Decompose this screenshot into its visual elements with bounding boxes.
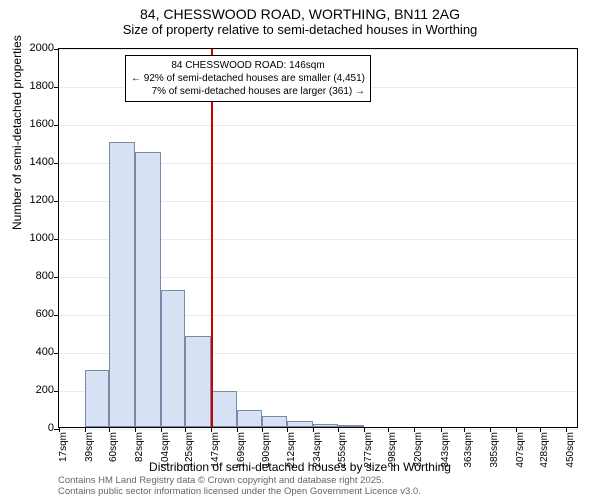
y-tick-mark: [54, 353, 59, 354]
y-tick-mark: [54, 87, 59, 88]
y-tick-label: 1400: [14, 156, 54, 168]
y-tick-label: 1600: [14, 118, 54, 130]
annotation-line2: ← 92% of semi-detached houses are smalle…: [131, 72, 365, 85]
y-tick-label: 1000: [14, 232, 54, 244]
histogram-bar: [109, 142, 135, 427]
x-tick-label: 385sqm: [489, 432, 500, 472]
y-tick-label: 200: [14, 384, 54, 396]
gridline: [59, 429, 577, 430]
x-tick-label: 190sqm: [261, 432, 272, 472]
x-tick-label: 234sqm: [312, 432, 323, 472]
gridline: [59, 125, 577, 126]
annotation-line1: 84 CHESSWOOD ROAD: 146sqm: [131, 59, 365, 72]
chart-title-line1: 84, CHESSWOOD ROAD, WORTHING, BN11 2AG: [0, 6, 600, 22]
plot-area: 84 CHESSWOOD ROAD: 146sqm ← 92% of semi-…: [58, 48, 578, 428]
marker-line: [211, 49, 213, 427]
y-tick-mark: [54, 239, 59, 240]
x-tick-label: 39sqm: [84, 432, 95, 472]
y-tick-mark: [54, 201, 59, 202]
annotation-line3: 7% of semi-detached houses are larger (3…: [131, 85, 365, 98]
x-tick-label: 104sqm: [160, 432, 171, 472]
x-tick-label: 277sqm: [363, 432, 374, 472]
histogram-bar: [237, 410, 262, 427]
y-tick-label: 600: [14, 308, 54, 320]
histogram-bar: [185, 336, 211, 427]
x-tick-label: 320sqm: [413, 432, 424, 472]
chart-footer: Contains HM Land Registry data © Crown c…: [58, 476, 421, 498]
gridline: [59, 49, 577, 50]
x-tick-label: 60sqm: [108, 432, 119, 472]
x-tick-label: 125sqm: [184, 432, 195, 472]
histogram-chart: 84, CHESSWOOD ROAD, WORTHING, BN11 2AG S…: [0, 0, 600, 500]
x-tick-label: 363sqm: [463, 432, 474, 472]
y-tick-mark: [54, 315, 59, 316]
histogram-bar: [338, 425, 364, 427]
histogram-bar: [287, 421, 313, 427]
x-tick-label: 17sqm: [58, 432, 69, 472]
x-tick-label: 407sqm: [515, 432, 526, 472]
histogram-bar: [262, 416, 288, 427]
histogram-bar: [161, 290, 186, 427]
y-tick-mark: [54, 163, 59, 164]
x-tick-label: 255sqm: [337, 432, 348, 472]
y-tick-mark: [54, 125, 59, 126]
chart-title-block: 84, CHESSWOOD ROAD, WORTHING, BN11 2AG S…: [0, 0, 600, 37]
x-tick-label: 298sqm: [387, 432, 398, 472]
y-tick-label: 800: [14, 270, 54, 282]
histogram-bar: [211, 391, 237, 427]
histogram-bar: [135, 152, 161, 428]
y-tick-label: 2000: [14, 42, 54, 54]
y-tick-label: 400: [14, 346, 54, 358]
y-tick-label: 1800: [14, 80, 54, 92]
x-tick-label: 450sqm: [565, 432, 576, 472]
x-tick-label: 147sqm: [210, 432, 221, 472]
y-tick-label: 1200: [14, 194, 54, 206]
y-tick-mark: [54, 391, 59, 392]
histogram-bar: [85, 370, 110, 427]
annotation-box: 84 CHESSWOOD ROAD: 146sqm ← 92% of semi-…: [125, 55, 371, 102]
chart-title-line2: Size of property relative to semi-detach…: [0, 22, 600, 37]
y-tick-label: 0: [14, 422, 54, 434]
footer-line2: Contains public sector information licen…: [58, 487, 421, 498]
x-tick-label: 169sqm: [236, 432, 247, 472]
x-tick-label: 428sqm: [539, 432, 550, 472]
histogram-bar: [313, 424, 338, 427]
x-tick-label: 82sqm: [134, 432, 145, 472]
x-tick-label: 212sqm: [286, 432, 297, 472]
x-tick-label: 343sqm: [440, 432, 451, 472]
y-tick-mark: [54, 277, 59, 278]
y-tick-mark: [54, 49, 59, 50]
